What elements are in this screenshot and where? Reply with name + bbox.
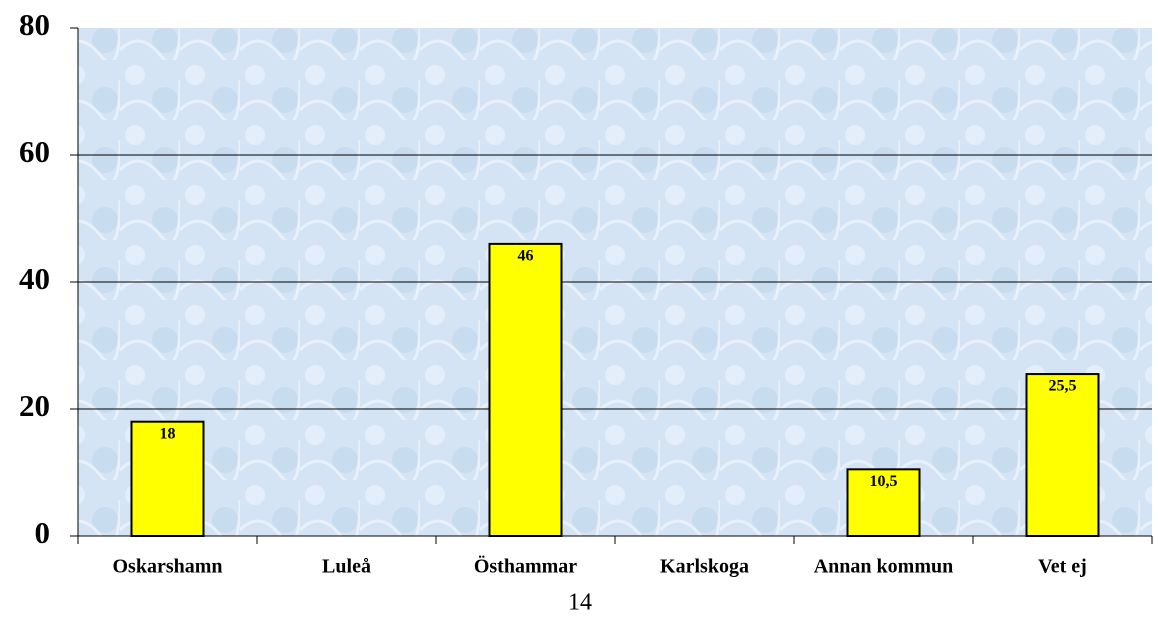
bar: [130, 420, 205, 538]
x-tick-label: Luleå: [322, 556, 371, 578]
page-number: 14: [568, 590, 592, 616]
bar: [846, 468, 921, 538]
y-tick-label: 40: [19, 261, 50, 296]
y-tick-label: 20: [19, 388, 50, 423]
bar: [1025, 373, 1100, 538]
x-tick-label: Östhammar: [474, 555, 577, 578]
y-tick-label: 60: [19, 134, 50, 169]
data-label: 46: [518, 248, 534, 265]
y-tick-label: 0: [35, 515, 51, 550]
x-tick-label: Karlskoga: [660, 556, 749, 578]
data-label: 10,5: [870, 473, 898, 490]
y-tick-label: 80: [19, 7, 50, 42]
bar: [488, 242, 563, 537]
x-tick-label: Vet ej: [1038, 556, 1087, 578]
x-tick-label: Oskarshamn: [112, 556, 222, 578]
x-tick-label: Annan kommun: [814, 556, 954, 578]
data-label: 18: [160, 425, 176, 442]
data-label: 25,5: [1049, 378, 1077, 395]
